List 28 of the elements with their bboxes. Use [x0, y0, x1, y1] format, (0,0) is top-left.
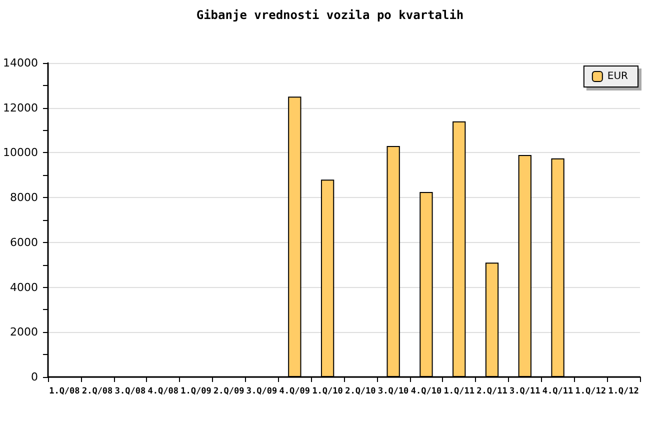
- y-tick-label: 10000: [2, 146, 38, 160]
- x-tick-label: 1.Q/11: [444, 386, 474, 396]
- chart-title: Gibanje vrednosti vozila po kvartalih: [196, 8, 464, 22]
- y-tick-label: 6000: [10, 236, 38, 249]
- x-tick-label: 4.Q/10: [410, 386, 442, 396]
- x-tick-label: 2.Q/09: [214, 386, 244, 396]
- x-tick-label: 1.Q/09: [180, 386, 212, 396]
- x-tick-label: 3.Q/09: [246, 386, 278, 396]
- x-tick-label: 4.Q/08: [148, 386, 178, 396]
- x-tick-label: 2.Q/11: [476, 386, 508, 396]
- x-tick-label: 4.Q/11: [542, 386, 574, 396]
- x-tick-label: 2.Q/10: [345, 386, 376, 396]
- x-tick-label: 3.Q/11: [510, 386, 540, 396]
- y-tick-label: 4000: [10, 280, 38, 294]
- x-tick-label: 4.Q/09: [279, 386, 310, 396]
- x-tick-label: 1.Q/12: [575, 386, 606, 396]
- x-tick-label: 3.Q/08: [114, 386, 146, 396]
- x-tick-label: 1.Q/08: [49, 386, 80, 396]
- y-tick-label: 14000: [2, 56, 38, 70]
- y-tick-label: 8000: [10, 191, 38, 204]
- y-tick-label: 2000: [10, 326, 38, 339]
- x-tick-label: 1.Q/10: [312, 386, 343, 396]
- legend-label: EUR: [607, 71, 628, 82]
- x-tick-label: 2.Q/08: [82, 386, 113, 396]
- y-tick-label: 12000: [2, 101, 38, 114]
- x-tick-label: 1.Q/12: [608, 386, 639, 396]
- y-tick-label: 0: [30, 370, 38, 384]
- x-tick-label: 3.Q/10: [378, 386, 409, 396]
